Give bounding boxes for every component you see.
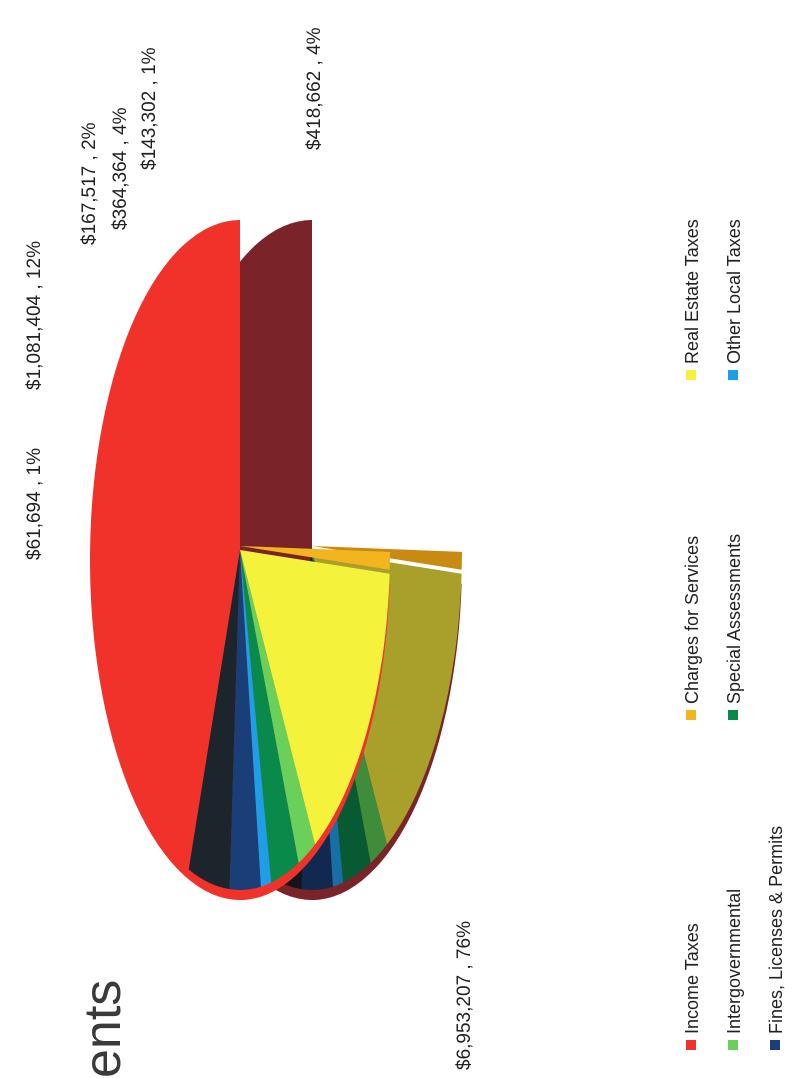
- legend-entry-real-estate-taxes: Real Estate Taxes: [682, 219, 702, 380]
- legend-swatch: [686, 710, 696, 720]
- legend-entry-fines-licenses-permits: Fines, Licenses & Permits: [766, 826, 786, 1050]
- data-label-intergovernmental: $167,517 , 2%: [79, 122, 100, 245]
- legend-label: Special Assessments: [724, 534, 744, 704]
- legend-entry-special-assessments: Special Assessments: [724, 534, 744, 720]
- data-label-other-local-taxes: $143,302 , 1%: [139, 47, 160, 170]
- data-label-charges-for-services: $61,694 , 1%: [24, 448, 45, 560]
- legend-label: Charges for Services: [682, 536, 702, 704]
- legend-entry-intergovernmental: Intergovernmental: [724, 889, 744, 1050]
- pie-slice-other-local-taxes: [240, 550, 272, 887]
- legend-label: Income Taxes: [682, 923, 702, 1034]
- pie-slice-charges-for-services: [240, 546, 390, 570]
- pie-slice-other: [188, 550, 240, 890]
- legend-swatch: [686, 1040, 696, 1050]
- title-fragment: ents: [74, 980, 132, 1078]
- legend: Income Taxes Charges for Services Real Est…: [682, 219, 786, 1050]
- data-label-special-assessments: $364,364 , 4%: [110, 107, 131, 230]
- legend-label: Intergovernmental: [724, 889, 744, 1034]
- legend-swatch: [728, 1040, 738, 1050]
- legend-entry-other-local-taxes: Other Local Taxes: [724, 219, 744, 380]
- data-labels: $6,953,207 , 76% $61,694 , 1% $1,081,404 ,…: [24, 27, 475, 1070]
- legend-swatch: [728, 710, 738, 720]
- legend-label: Other Local Taxes: [724, 219, 744, 364]
- legend-label: Real Estate Taxes: [682, 219, 702, 364]
- legend-swatch: [770, 1040, 780, 1050]
- data-label-real-estate-taxes: $1,081,404 , 12%: [24, 241, 45, 390]
- pie-slice-fines-licenses-permits: [229, 550, 261, 891]
- legend-swatch: [728, 370, 738, 380]
- legend-label: Fines, Licenses & Permits: [766, 826, 786, 1034]
- pie-slices: [90, 220, 462, 900]
- legend-entry-income-taxes: Income Taxes: [682, 923, 702, 1050]
- pie-slice-real-estate-taxes: [240, 550, 390, 845]
- legend-entry-charges-for-services: Charges for Services: [682, 536, 702, 720]
- data-label-income-taxes: $6,953,207 , 76%: [454, 921, 475, 1070]
- pie-slice-special-assessments: [240, 550, 299, 883]
- legend-swatch: [686, 370, 696, 380]
- pie-slice-intergovernmental: [240, 550, 315, 863]
- data-label-fines-licenses-permits: $418,662 , 4%: [304, 27, 325, 150]
